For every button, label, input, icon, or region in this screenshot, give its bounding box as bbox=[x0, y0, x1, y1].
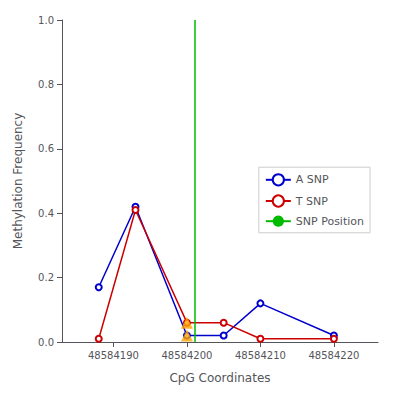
svg-text:T SNP: T SNP bbox=[295, 195, 328, 208]
svg-text:0.8: 0.8 bbox=[38, 79, 54, 90]
svg-text:48584210: 48584210 bbox=[235, 350, 286, 361]
svg-text:48584200: 48584200 bbox=[161, 350, 212, 361]
svg-text:CpG Coordinates: CpG Coordinates bbox=[169, 371, 270, 385]
svg-text:A SNP: A SNP bbox=[296, 173, 329, 186]
svg-text:0.2: 0.2 bbox=[38, 272, 54, 283]
svg-text:SNP Position: SNP Position bbox=[296, 215, 364, 228]
svg-text:0.6: 0.6 bbox=[38, 143, 54, 154]
svg-text:0.4: 0.4 bbox=[38, 208, 54, 219]
svg-text:Methylation Frequency: Methylation Frequency bbox=[11, 113, 25, 250]
svg-text:0.0: 0.0 bbox=[38, 337, 54, 348]
svg-text:1.0: 1.0 bbox=[38, 15, 54, 26]
svg-text:48584220: 48584220 bbox=[308, 350, 359, 361]
svg-text:48584190: 48584190 bbox=[88, 350, 139, 361]
